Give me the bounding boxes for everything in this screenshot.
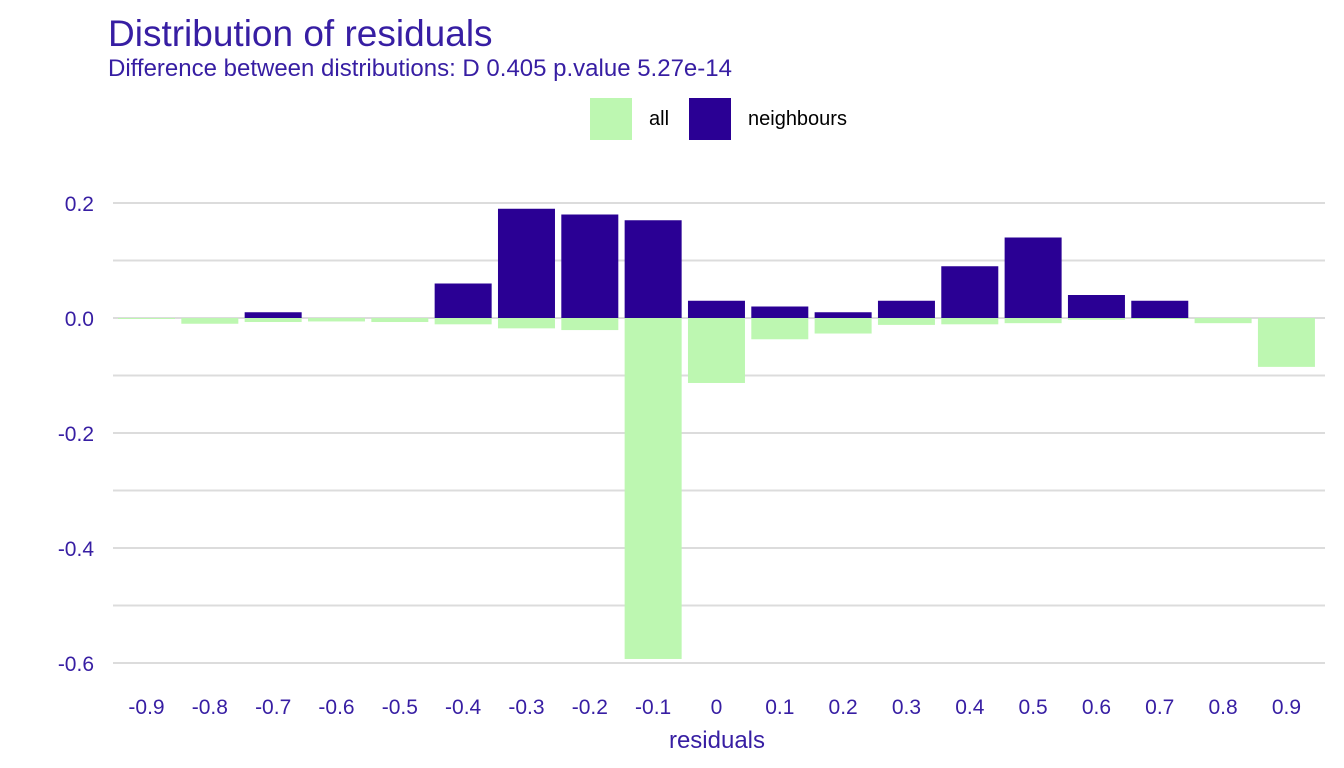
bar-all-0.6 — [1067, 318, 1125, 320]
legend-label-neighbours: neighbours — [748, 107, 847, 130]
x-tick-label: 0.4 — [955, 696, 985, 719]
x-tick-label: 0.1 — [765, 696, 794, 719]
bar-all-0.4 — [941, 318, 999, 325]
bar-all-0.1 — [751, 318, 809, 340]
bar-neighbours-0.1 — [751, 306, 809, 318]
x-tick-label: -0.8 — [192, 696, 228, 719]
x-axis-title: residuals — [669, 727, 765, 754]
x-tick-label: -0.7 — [255, 696, 291, 719]
x-tick-label: -0.9 — [128, 696, 164, 719]
x-tick-label: 0.8 — [1209, 696, 1238, 719]
legend-item-neighbours: neighbours — [689, 98, 847, 140]
bar-neighbours--0.7 — [244, 312, 302, 318]
x-axis-ticks: -0.9 -0.8 -0.7 -0.6 -0.5 -0.4 -0.3 -0.2 -0.1 0 0.1… — [128, 696, 1301, 719]
bar-all--0.7 — [244, 318, 302, 323]
bar-neighbours-0.4 — [941, 266, 999, 318]
x-tick-label: 0.2 — [829, 696, 858, 719]
bar-neighbours-0.7 — [1131, 300, 1189, 318]
bar-all-0.8 — [1194, 318, 1252, 324]
y-tick-label: -0.2 — [58, 423, 94, 446]
bar-neighbours--0.3 — [497, 208, 555, 318]
x-tick-label: -0.4 — [445, 696, 482, 719]
x-tick-label: -0.5 — [382, 696, 418, 719]
bar-all--0.5 — [371, 318, 429, 323]
bar-neighbours-0.5 — [1004, 237, 1062, 318]
bar-all--0.2 — [561, 318, 619, 331]
bar-all-0.9 — [1257, 318, 1315, 367]
bar-neighbours--0.2 — [561, 214, 619, 318]
bar-all--0.1 — [624, 318, 682, 659]
x-tick-label: -0.1 — [635, 696, 671, 719]
bar-all-0.7 — [1131, 318, 1189, 319]
x-tick-label: 0.9 — [1272, 696, 1301, 719]
y-tick-label: -0.6 — [58, 653, 94, 676]
y-tick-label: 0.2 — [65, 193, 94, 216]
x-tick-label: 0.6 — [1082, 696, 1111, 719]
bar-all--0.8 — [181, 318, 239, 324]
bar-neighbours-0.2 — [814, 312, 872, 318]
chart-subtitle: Difference between distributions: D 0.40… — [108, 55, 732, 82]
bar-neighbours-0 — [687, 300, 745, 318]
legend-label-all: all — [649, 107, 670, 130]
x-tick-label: 0.3 — [892, 696, 921, 719]
legend-item-all: all — [590, 98, 669, 140]
bar-all-0.2 — [814, 318, 872, 334]
bar-all--0.6 — [307, 318, 365, 322]
bar-all-0 — [687, 318, 745, 383]
x-tick-label: 0.5 — [1019, 696, 1048, 719]
bar-neighbours-0.6 — [1067, 295, 1125, 318]
chart-title: Distribution of residuals — [108, 13, 493, 54]
y-tick-label: 0.0 — [65, 308, 94, 331]
bar-all--0.3 — [497, 318, 555, 329]
bar-all--0.9 — [118, 318, 175, 319]
bars — [118, 208, 1315, 659]
x-tick-label: 0 — [711, 696, 723, 719]
bar-neighbours-0.3 — [877, 300, 935, 318]
grid-lines — [113, 202, 1325, 664]
bar-all--0.4 — [434, 318, 492, 325]
bar-neighbours--0.4 — [434, 283, 492, 318]
x-tick-label: -0.6 — [318, 696, 354, 719]
bar-all-0.3 — [877, 318, 935, 325]
y-tick-label: -0.4 — [58, 538, 95, 561]
x-tick-label: -0.2 — [572, 696, 608, 719]
legend: all neighbours — [0, 98, 1344, 140]
x-tick-label: 0.7 — [1145, 696, 1174, 719]
bar-neighbours--0.1 — [624, 220, 682, 318]
y-axis-ticks: 0.2 0.0 -0.2 -0.4 -0.6 — [58, 193, 95, 676]
legend-swatch-all — [590, 98, 632, 140]
legend-swatch-neighbours — [689, 98, 731, 140]
x-tick-label: -0.3 — [508, 696, 544, 719]
bar-all-0.5 — [1004, 318, 1062, 324]
